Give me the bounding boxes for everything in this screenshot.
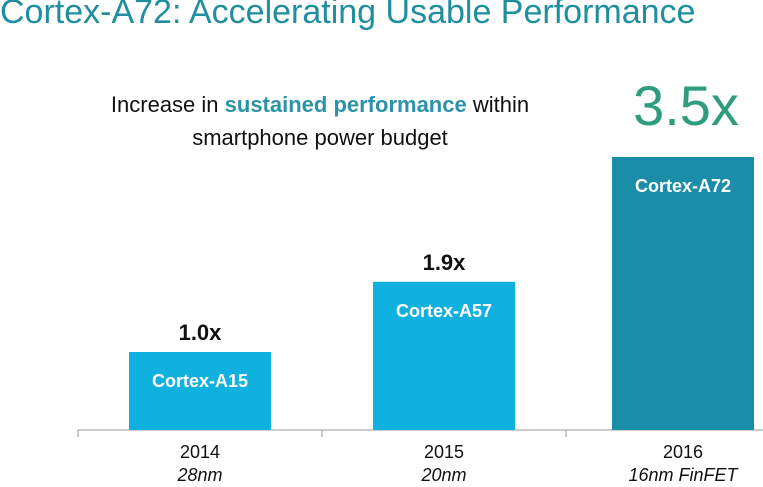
x-tick-label: 2014 xyxy=(180,442,220,462)
subtitle-highlight: sustained performance xyxy=(224,92,467,117)
chart-title: Cortex-A72: Accelerating Usable Performa… xyxy=(0,0,696,30)
bar xyxy=(612,157,754,430)
data-label: 1.0x xyxy=(179,320,223,345)
subtitle-prefix: Increase in xyxy=(110,92,225,117)
x-tick-sublabel: 20nm xyxy=(420,465,466,485)
x-tick-sublabel: 28nm xyxy=(176,465,222,485)
bar xyxy=(129,352,271,430)
bar xyxy=(373,281,515,430)
chart-subtitle-line1: Increase in sustained performance within xyxy=(40,88,600,122)
chart-subtitle-line2: smartphone power budget xyxy=(192,125,448,150)
x-tick-label: 2016 xyxy=(663,442,703,462)
x-tick-sublabel: 16nm FinFET xyxy=(628,465,739,485)
x-tick-label: 2015 xyxy=(424,442,464,462)
subtitle-suffix: within xyxy=(466,92,530,117)
data-label: 1.9x xyxy=(423,250,467,275)
bar-label: Cortex-A15 xyxy=(152,371,248,391)
bar-label: Cortex-A57 xyxy=(396,301,492,321)
data-label: 3.5x xyxy=(633,74,739,137)
bar-label: Cortex-A72 xyxy=(635,176,731,196)
